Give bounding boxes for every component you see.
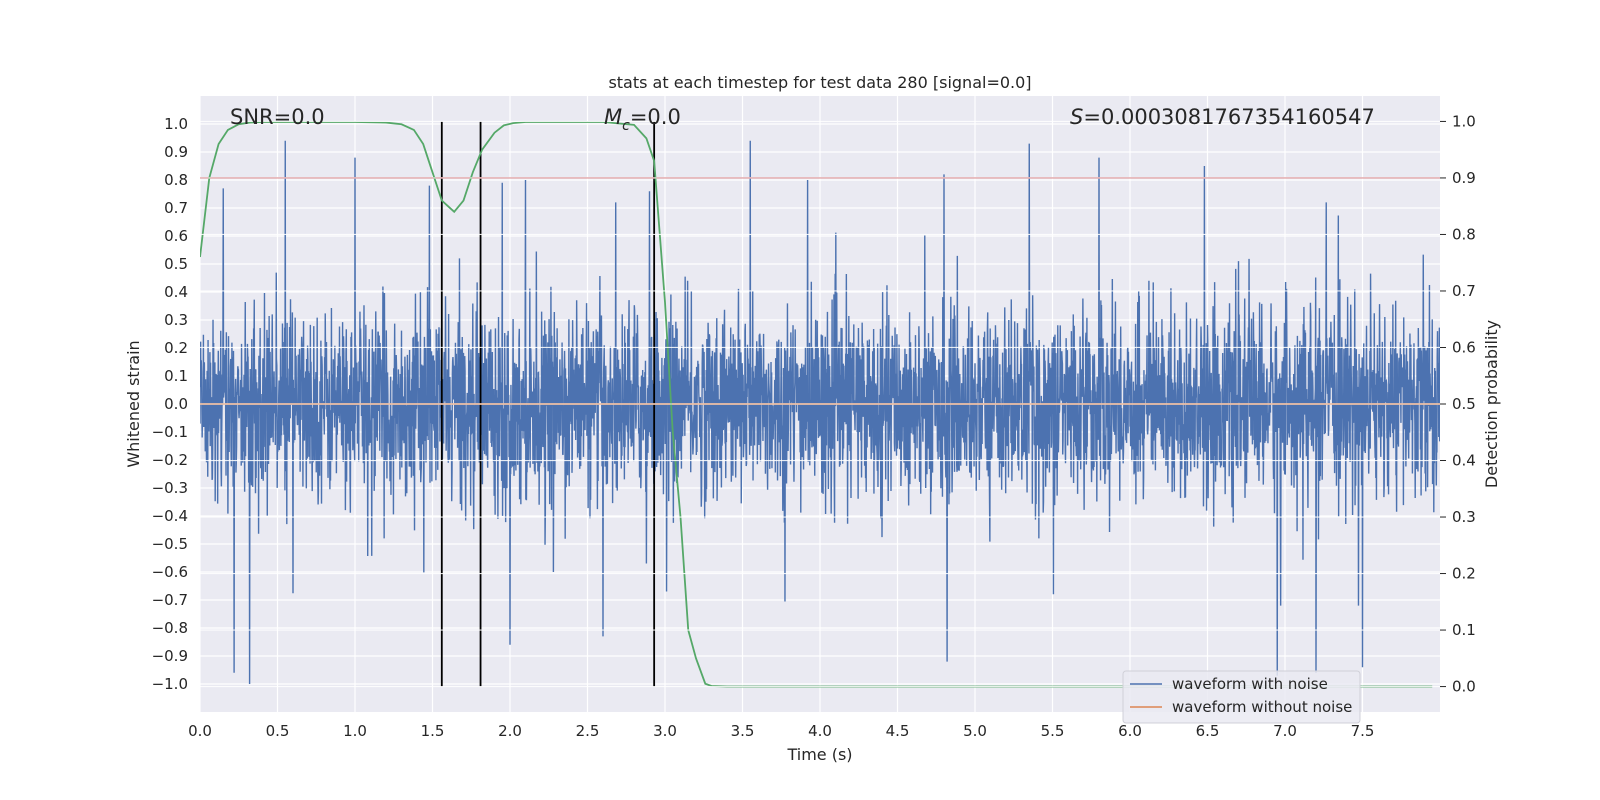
x-tick-label: 0.0	[188, 722, 212, 740]
y-tick-label: −0.3	[152, 479, 188, 497]
x-tick-label: 6.5	[1196, 722, 1220, 740]
waveform-with-noise-line	[200, 140, 1440, 685]
y-tick-label: 0.0	[164, 395, 188, 413]
s-symbol: S	[1070, 105, 1083, 129]
legend-box	[1122, 670, 1361, 724]
y2-tick-label: 0.1	[1452, 621, 1476, 639]
x-axis-label: Time (s)	[786, 745, 852, 764]
y-tick-label: 0.3	[164, 311, 188, 329]
y2-tick-label: 0.6	[1452, 338, 1476, 356]
x-tick-label: 1.5	[421, 722, 445, 740]
y2-tick-label: 0.7	[1452, 282, 1476, 300]
y-tick-label: −1.0	[152, 675, 188, 693]
x-tick-label: 7.5	[1351, 722, 1375, 740]
y-tick-label: −0.4	[152, 507, 188, 525]
y-tick-label: −0.6	[152, 563, 188, 581]
x-tick-label: 2.0	[498, 722, 522, 740]
legend-label-clean: waveform without noise	[1172, 698, 1352, 716]
x-tick-label: 5.5	[1041, 722, 1065, 740]
y2-tick-label: 0.8	[1452, 225, 1476, 243]
y-tick-label: 1.0	[164, 115, 188, 133]
chart-title: stats at each timestep for test data 280…	[608, 73, 1031, 92]
y-tick-label: −0.1	[152, 423, 188, 441]
y-tick-label: 0.6	[164, 227, 188, 245]
x-tick-label: 2.5	[576, 722, 600, 740]
series-waveform-with-noise	[200, 140, 1440, 685]
series-detection-probability	[200, 121, 1433, 688]
snr-annotation: SNR=0.0	[230, 105, 325, 129]
y-tick-label: −0.5	[152, 535, 188, 553]
y-axis-label: Whitened strain	[124, 340, 143, 467]
x-tick-label: 3.5	[731, 722, 755, 740]
s-annotation: S=0.0003081767354160547	[1070, 105, 1375, 129]
chirp-mass-value: =0.0	[630, 105, 681, 129]
x-tick-label: 5.0	[963, 722, 987, 740]
y2-axis-ticks: 1.0 0.9 0.8 0.7 0.6 0.5 0.4 0.3 0.2 0.1 0.0	[1440, 112, 1476, 696]
y2-tick-label: 0.5	[1452, 395, 1476, 413]
chirp-mass-annotation: Mc=0.0	[604, 105, 681, 134]
y2-axis-label: Detection probability	[1482, 320, 1501, 488]
y-tick-label: −0.9	[152, 647, 188, 665]
y-axis-ticks: 1.0 0.9 0.8 0.7 0.6 0.5 0.4 0.3 0.2 0.1 0.0 −0.1 −0.…	[152, 115, 188, 693]
x-tick-label: 0.5	[266, 722, 290, 740]
y2-gridlines	[200, 120, 1440, 688]
detection-probability-line	[200, 121, 1433, 688]
x-tick-label: 1.0	[343, 722, 367, 740]
legend-label-noise: waveform with noise	[1172, 675, 1328, 693]
x-axis-ticks: 0.0 0.5 1.0 1.5 2.0 2.5 3.0 3.5 4.0 4.5 5.0 5.5 6.0 6…	[188, 722, 1374, 740]
legend: waveform with noise waveform without noi…	[1122, 670, 1361, 724]
x-tick-label: 4.5	[886, 722, 910, 740]
y-tick-label: 0.9	[164, 143, 188, 161]
x-tick-label: 4.0	[808, 722, 832, 740]
chirp-mass-symbol: M	[604, 105, 622, 129]
y-tick-label: −0.2	[152, 451, 188, 469]
y-tick-label: 0.8	[164, 171, 188, 189]
y2-tick-label: 0.2	[1452, 565, 1476, 583]
y-tick-label: −0.8	[152, 619, 188, 637]
x-tick-label: 6.0	[1118, 722, 1142, 740]
y-tick-label: 0.1	[164, 367, 188, 385]
y-tick-label: −0.7	[152, 591, 188, 609]
s-value: =0.0003081767354160547	[1083, 105, 1375, 129]
x-tick-label: 7.0	[1273, 722, 1297, 740]
y2-tick-label: 0.9	[1452, 169, 1476, 187]
y2-tick-label: 0.3	[1452, 508, 1476, 526]
y2-tick-label: 0.0	[1452, 678, 1476, 696]
y2-tick-label: 1.0	[1452, 112, 1476, 130]
y-tick-label: 0.2	[164, 339, 188, 357]
y-tick-label: 0.7	[164, 199, 188, 217]
x-tick-label: 3.0	[653, 722, 677, 740]
y-tick-label: 0.4	[164, 283, 188, 301]
y-tick-label: 0.5	[164, 255, 188, 273]
chirp-mass-subscript: c	[622, 118, 630, 134]
y2-tick-label: 0.4	[1452, 452, 1476, 470]
